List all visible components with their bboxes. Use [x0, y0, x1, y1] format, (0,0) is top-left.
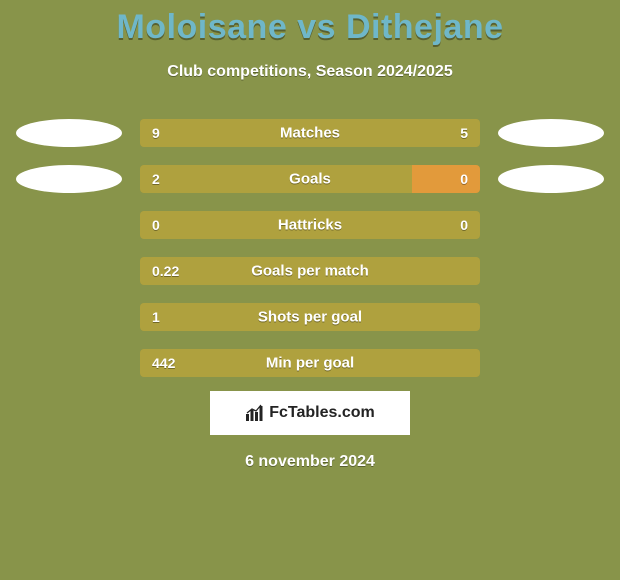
avatar-spacer [16, 303, 122, 331]
logo-box[interactable]: FcTables.com [210, 391, 410, 435]
stat-row: Matches 9 5 [0, 119, 620, 147]
avatar-spacer [16, 211, 122, 239]
stat-right-value: 5 [460, 125, 468, 141]
stat-bar: Min per goal 442 [140, 349, 480, 377]
stat-row: Goals 2 0 [0, 165, 620, 193]
stat-left-value: 0 [152, 217, 160, 233]
avatar-spacer [498, 349, 604, 377]
stat-bar: Matches 9 5 [140, 119, 480, 147]
avatar-spacer [498, 257, 604, 285]
logo-text: FcTables.com [269, 404, 375, 422]
player2-avatar [498, 165, 604, 193]
stat-bar: Shots per goal 1 [140, 303, 480, 331]
avatar-spacer [16, 349, 122, 377]
date-text: 6 november 2024 [0, 453, 620, 471]
stat-label: Shots per goal [258, 309, 362, 326]
stat-label: Min per goal [266, 355, 354, 372]
stat-left-value: 9 [152, 125, 160, 141]
player1-name: Moloisane [116, 8, 287, 46]
player2-avatar [498, 119, 604, 147]
stat-left-value: 0.22 [152, 263, 179, 279]
stat-label: Goals per match [251, 263, 369, 280]
bar-left-fill [140, 165, 412, 193]
stat-bar: Goals per match 0.22 [140, 257, 480, 285]
player1-avatar [16, 165, 122, 193]
stat-label: Goals [289, 171, 331, 188]
bar-chart-icon [245, 404, 265, 422]
stat-bar: Goals 2 0 [140, 165, 480, 193]
stat-label: Hattricks [278, 217, 342, 234]
stat-right-value: 0 [460, 171, 468, 187]
stat-right-value: 0 [460, 217, 468, 233]
stat-row: Min per goal 442 [0, 349, 620, 377]
vs-text: vs [297, 8, 336, 46]
stat-row: Goals per match 0.22 [0, 257, 620, 285]
stat-row: Shots per goal 1 [0, 303, 620, 331]
stat-left-value: 2 [152, 171, 160, 187]
player2-name: Dithejane [346, 8, 504, 46]
page-title: Moloisane vs Dithejane [0, 0, 620, 47]
stats-rows: Matches 9 5 Goals 2 0 Hattricks 0 0 Goals per mat… [0, 119, 620, 377]
stat-label: Matches [280, 125, 340, 142]
stat-bar: Hattricks 0 0 [140, 211, 480, 239]
player1-avatar [16, 119, 122, 147]
stat-left-value: 1 [152, 309, 160, 325]
avatar-spacer [498, 211, 604, 239]
stat-row: Hattricks 0 0 [0, 211, 620, 239]
avatar-spacer [16, 257, 122, 285]
subtitle: Club competitions, Season 2024/2025 [0, 63, 620, 81]
bar-right-fill [412, 165, 480, 193]
stat-left-value: 442 [152, 355, 175, 371]
comparison-widget: Moloisane vs Dithejane Club competitions… [0, 0, 620, 580]
avatar-spacer [498, 303, 604, 331]
